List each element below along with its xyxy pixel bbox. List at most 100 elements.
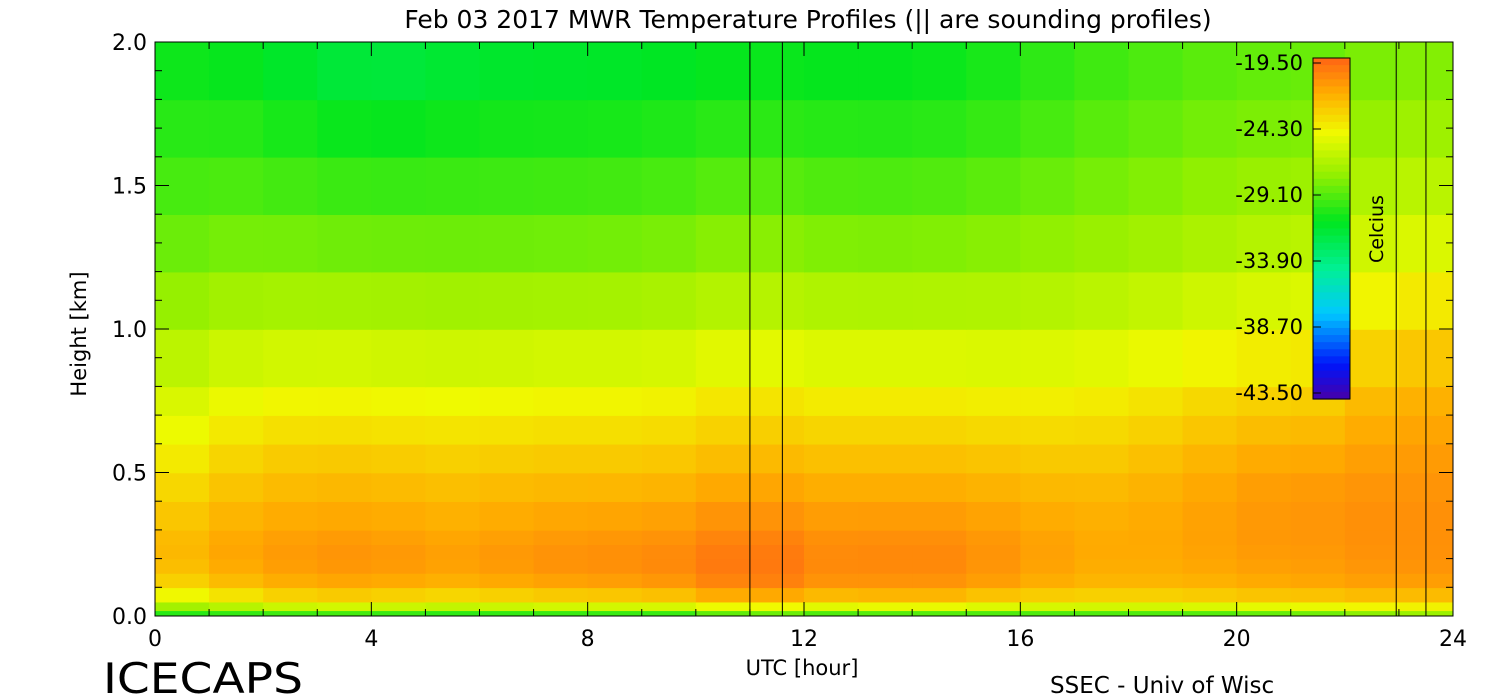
heatmap-cell <box>966 443 1022 474</box>
heatmap-cell <box>749 415 805 445</box>
heatmap-cell <box>155 443 210 474</box>
y-tick-label: 2.0 <box>112 31 147 56</box>
heatmap-cell <box>263 472 319 502</box>
heatmap-cell <box>155 386 210 416</box>
heatmap-cell <box>641 214 697 273</box>
heatmap-cell <box>263 529 319 546</box>
heatmap-cell <box>804 601 859 612</box>
heatmap-cell <box>317 572 373 589</box>
heatmap-cell <box>1128 156 1184 215</box>
heatmap-cell <box>1182 544 1238 560</box>
heatmap-cell <box>858 587 913 603</box>
heatmap-cell <box>155 544 210 560</box>
heatmap-cell <box>695 558 751 574</box>
heatmap-cell <box>858 601 913 612</box>
heatmap-cell <box>966 329 1022 388</box>
colorbar-swatch <box>1313 221 1350 230</box>
heatmap-cell <box>533 42 589 101</box>
heatmap-cell <box>479 587 535 603</box>
heatmap-cell <box>1182 99 1238 158</box>
heatmap-cell <box>371 544 427 560</box>
heatmap-cell <box>1128 501 1184 531</box>
heatmap-cell <box>1182 415 1238 445</box>
heatmap-cell <box>1344 156 1400 215</box>
heatmap-cell <box>1074 271 1130 330</box>
heatmap-cell <box>804 472 859 502</box>
heatmap-cell <box>1020 601 1076 612</box>
heatmap-cell <box>425 610 481 616</box>
heatmap-cell <box>1290 610 1346 616</box>
chart-title: Feb 03 2017 MWR Temperature Profiles (||… <box>404 5 1211 34</box>
heatmap-cell <box>317 587 373 603</box>
heatmap-cell <box>479 42 535 101</box>
heatmap-cell <box>317 610 373 616</box>
heatmap-cell <box>912 156 968 215</box>
heatmap-cell <box>641 156 697 215</box>
heatmap-cell <box>587 329 643 388</box>
heatmap-cell <box>695 214 751 273</box>
heatmap-cells <box>155 42 1453 616</box>
heatmap-cell <box>425 544 481 560</box>
heatmap-cell <box>425 529 481 546</box>
heatmap-cell <box>425 558 481 574</box>
heatmap-cell <box>1236 42 1292 101</box>
heatmap-cell <box>155 572 210 589</box>
heatmap-cell <box>371 156 427 215</box>
colorbar-ticks: -19.50 -24.30 -29.10 -33.90 -38.70 -43.50 <box>1235 51 1321 405</box>
heatmap-cell <box>317 386 373 416</box>
heatmap-cell <box>858 544 913 560</box>
y-tick-label: 1.0 <box>112 318 147 343</box>
colorbar-swatch <box>1313 58 1350 66</box>
heatmap-cell <box>912 214 968 273</box>
heatmap-cell <box>858 501 913 531</box>
heatmap-cell <box>912 529 968 546</box>
heatmap-cell <box>263 99 319 158</box>
colorbar-tick-label: -43.50 <box>1235 381 1303 405</box>
heatmap-cell <box>209 156 264 215</box>
heatmap-cell <box>155 42 210 101</box>
colorbar-frame <box>1312 57 1351 400</box>
colorbar-swatch <box>1313 256 1350 265</box>
colorbar-swatch <box>1313 100 1350 109</box>
heatmap-cell <box>695 572 751 589</box>
heatmap-cell <box>1344 558 1400 574</box>
heatmap-cell <box>1182 601 1238 612</box>
y-axis: 0.0 0.5 1.0 1.5 2.0 <box>112 31 1453 630</box>
heatmap-cell <box>966 156 1022 215</box>
heatmap-cell <box>263 501 319 531</box>
colorbar-swatch <box>1313 377 1350 386</box>
heatmap-cell <box>804 386 859 416</box>
heatmap-cell <box>1182 329 1238 388</box>
heatmap-cell <box>1344 99 1400 158</box>
heatmap-cell <box>641 529 697 546</box>
heatmap-cell <box>1074 156 1130 215</box>
x-tick-label: 24 <box>1439 627 1467 652</box>
heatmap-cell <box>479 572 535 589</box>
heatmap-cell <box>1236 601 1292 612</box>
heatmap-cell <box>317 271 373 330</box>
heatmap-cell <box>533 271 589 330</box>
heatmap-cell <box>587 156 643 215</box>
heatmap-cell <box>209 329 264 388</box>
heatmap-cell <box>858 42 913 101</box>
heatmap-cell <box>371 558 427 574</box>
heatmap-cell <box>1290 501 1346 531</box>
heatmap-cell <box>263 587 319 603</box>
heatmap-cell <box>1236 501 1292 531</box>
heatmap-cell <box>1074 415 1130 445</box>
colorbar-swatch <box>1313 384 1350 393</box>
heatmap-cell <box>1182 271 1238 330</box>
heatmap-cell <box>587 42 643 101</box>
heatmap-cell <box>858 329 913 388</box>
heatmap-cell <box>1236 386 1292 416</box>
heatmap-cell <box>587 601 643 612</box>
heatmap-cell <box>371 572 427 589</box>
heatmap-cell <box>912 558 968 574</box>
heatmap-cell <box>1182 156 1238 215</box>
heatmap-cell <box>912 99 968 158</box>
heatmap-cell <box>317 214 373 273</box>
colorbar-swatch <box>1313 178 1350 187</box>
heatmap-cell <box>1344 329 1400 388</box>
heatmap-cell <box>587 558 643 574</box>
heatmap-cell <box>587 472 643 502</box>
